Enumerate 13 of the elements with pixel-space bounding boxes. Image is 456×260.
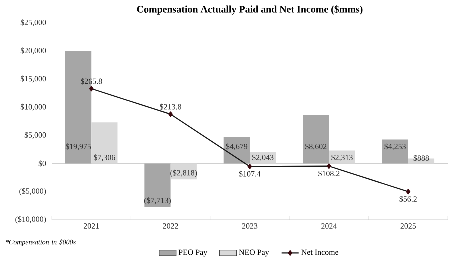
bar: [329, 150, 356, 164]
point: [406, 189, 411, 195]
bar: [303, 115, 330, 164]
chart-title: Compensation Actually Paid and Net Income ($mms): [137, 6, 363, 15]
point: [327, 164, 332, 170]
bar: [170, 164, 197, 180]
point: [89, 86, 94, 92]
point: [168, 112, 173, 118]
bar: [224, 137, 250, 164]
bar: [382, 140, 408, 164]
bar: [144, 164, 171, 208]
point: [248, 164, 252, 170]
bar: [92, 122, 118, 164]
